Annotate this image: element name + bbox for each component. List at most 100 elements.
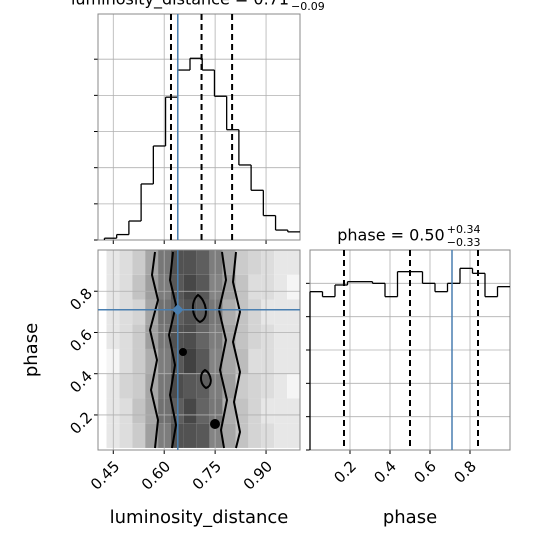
x-tick-label: 0.4: [370, 457, 400, 487]
density-cell: [274, 398, 288, 424]
density-cell: [248, 348, 262, 374]
density-cell: [196, 274, 210, 300]
density-cell: [248, 299, 262, 325]
density-cell: [261, 373, 275, 399]
density-cell: [261, 348, 275, 374]
density-cell: [132, 250, 146, 275]
title-upper: +0.34: [447, 223, 481, 236]
contour: [192, 293, 207, 324]
density-cell: [261, 423, 275, 448]
density-cell: [132, 274, 146, 300]
x-tick-label: 0.8: [450, 457, 480, 487]
density-cell: [145, 274, 159, 300]
y-axis-label: phase: [21, 323, 42, 377]
density-cell: [183, 373, 197, 399]
density-cell: [235, 274, 249, 300]
density-cell: [222, 423, 236, 448]
density-cell: [196, 423, 210, 448]
y-tick-label: 0.2: [66, 408, 96, 438]
density-cell: [261, 250, 275, 275]
x-tick-label: 0.45: [87, 457, 123, 493]
contour: [231, 251, 242, 449]
axes-frame: [97, 13, 301, 241]
density-cell: [183, 348, 197, 374]
x-axis-label: luminosity_distance: [110, 507, 289, 528]
density-cell: [261, 398, 275, 424]
density-cell: [248, 423, 262, 448]
density-cell: [209, 348, 223, 374]
density-cell: [287, 373, 300, 399]
density-cell: [222, 348, 236, 374]
title: phase = 0.50: [337, 226, 444, 245]
density-cell: [183, 250, 197, 275]
x-axis-label: phase: [383, 507, 437, 528]
axes-frame: [97, 249, 301, 451]
density-cell: [235, 324, 249, 349]
density-cell: [119, 324, 133, 349]
contour: [217, 251, 229, 449]
x-tick-label: 0.6: [410, 457, 440, 487]
density-cell: [196, 348, 210, 374]
density-cell: [287, 348, 300, 374]
density-cell: [287, 299, 300, 325]
contour: [167, 251, 178, 449]
density-cell: [132, 398, 146, 424]
density-cell: [183, 423, 197, 448]
x-tick-label: 0.60: [138, 457, 174, 493]
y-tick-label: 0.6: [66, 326, 96, 356]
density-cell: [287, 274, 300, 300]
density-cell: [209, 274, 223, 300]
title-lower: −0.09: [291, 0, 325, 13]
density-cell: [209, 324, 223, 349]
density-cell: [274, 324, 288, 349]
density-cell: [287, 324, 300, 349]
density-cell: [248, 373, 262, 399]
x-tick-label: 0.75: [189, 457, 225, 493]
density-cell: [287, 250, 300, 275]
density-cell: [287, 423, 300, 448]
truth-point: [172, 304, 184, 316]
contour-lines: [148, 251, 242, 449]
density-cell: [183, 299, 197, 325]
x-tick-label: 0.90: [240, 457, 276, 493]
density-cell: [183, 274, 197, 300]
density-cell: [119, 423, 133, 448]
density-cell: [248, 398, 262, 424]
density-cell: [132, 324, 146, 349]
density-cell: [183, 398, 197, 424]
density-cell: [274, 250, 288, 275]
density-cell: [145, 299, 159, 325]
density-cell: [235, 398, 249, 424]
title-lower: −0.33: [447, 236, 481, 249]
density-cell: [209, 398, 223, 424]
density-cell: [119, 398, 133, 424]
density-cell: [119, 348, 133, 374]
density-cell: [196, 398, 210, 424]
density-cell: [119, 250, 133, 275]
density-cell: [261, 324, 275, 349]
density-cell: [274, 299, 288, 325]
density-cell: [287, 398, 300, 424]
density-cell: [196, 299, 210, 325]
density-cell: [209, 423, 223, 448]
contour: [148, 251, 160, 449]
density-cell: [222, 299, 236, 325]
density-cell: [119, 299, 133, 325]
density-cell: [132, 299, 146, 325]
density-cell: [248, 274, 262, 300]
density-cell: [196, 324, 210, 349]
contour: [200, 368, 212, 390]
density-cell: [261, 274, 275, 300]
y-tick-label: 0.4: [66, 367, 96, 397]
density-cell: [196, 250, 210, 275]
density-cell: [119, 373, 133, 399]
density-cell: [274, 423, 288, 448]
density-cell: [209, 373, 223, 399]
contour: [179, 348, 187, 356]
density-cell: [222, 250, 236, 275]
contour: [210, 419, 220, 429]
density-cell: [132, 373, 146, 399]
density-cell: [119, 274, 133, 300]
